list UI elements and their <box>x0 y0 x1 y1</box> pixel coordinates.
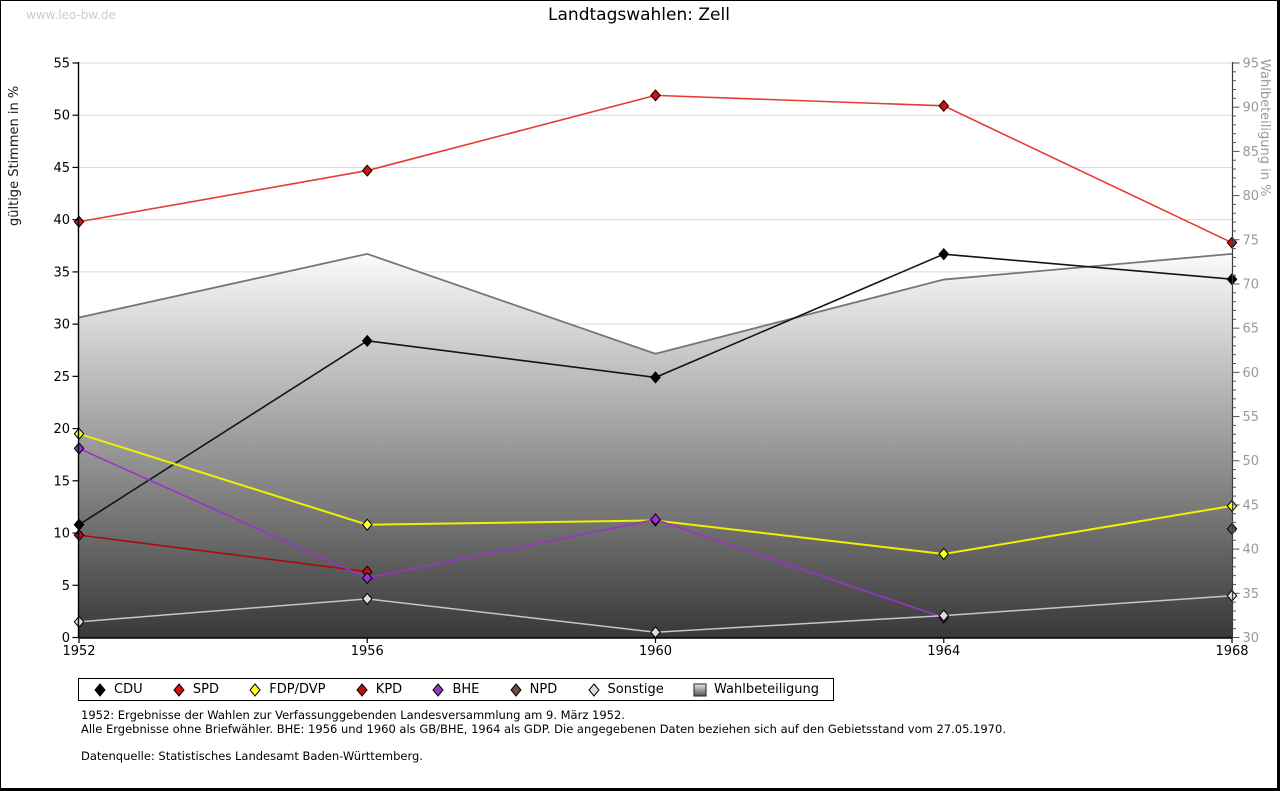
legend-label: FDP/DVP <box>269 682 326 697</box>
data-point <box>650 513 661 526</box>
y-left-tick-label: 30 <box>53 318 70 333</box>
x-tick-label: 1956 <box>351 644 384 659</box>
legend-label: NPD <box>529 682 558 697</box>
data-point <box>938 609 950 622</box>
y-right-tick-label: 70 <box>1243 277 1260 292</box>
wahlbeteiligung-swatch-icon <box>693 683 707 696</box>
y-right-tick-label: 55 <box>1243 410 1260 425</box>
footnotes: 1952: Ergebnisse der Wahlen zur Verfassu… <box>81 708 1006 763</box>
diamond-marker-icon <box>173 682 185 697</box>
y-right-tick-label: 80 <box>1243 189 1260 204</box>
y-left-tick-label: 35 <box>53 265 70 280</box>
diamond-marker-icon <box>587 682 600 697</box>
legend-item-cdu: CDU <box>93 682 143 697</box>
y-left-tick-label: 5 <box>62 579 70 594</box>
data-point <box>361 164 373 177</box>
legend-item-wahlbeteiligung: Wahlbeteiligung <box>693 682 819 697</box>
data-point <box>361 571 373 585</box>
data-point <box>938 99 950 112</box>
legend-item-npd: NPD <box>509 682 558 697</box>
diamond-marker-icon <box>432 682 445 697</box>
series-line <box>78 447 945 619</box>
data-point <box>938 547 950 561</box>
data-point <box>650 371 661 384</box>
x-tick-label: 1968 <box>1215 644 1248 659</box>
y-axis-left-title: gültige Stimmen in % <box>7 85 22 226</box>
legend-item-kpd: KPD <box>355 682 402 697</box>
series-sonstige <box>73 589 1238 639</box>
y-right-tick-label: 85 <box>1243 145 1260 160</box>
footnote-source: Datenquelle: Statistisches Landesamt Bad… <box>81 749 423 763</box>
diamond-marker-icon <box>510 682 522 697</box>
legend-label: BHE <box>452 682 480 697</box>
legend-label: Wahlbeteiligung <box>713 682 819 697</box>
y-left-tick-label: 25 <box>53 370 70 385</box>
series-spd <box>73 89 1238 249</box>
axes: 1952 1956 1960 1964 1968 0 5 10 15 20 25 30 35 40 45 50… <box>53 57 1259 660</box>
x-tick-label: 1952 <box>62 644 95 659</box>
election-chart: 1952 1956 1960 1964 1968 0 5 10 15 20 25 30 35 40 45 50… <box>53 57 1259 660</box>
x-tick-label: 1960 <box>639 644 672 659</box>
y-left-tick-label: 0 <box>62 631 70 646</box>
footnote-line-2: Alle Ergebnisse ohne Briefwähler. BHE: 1… <box>81 722 1006 736</box>
diamond-marker-icon <box>94 682 106 697</box>
legend-label: KPD <box>375 682 403 697</box>
y-left-tick-label: 20 <box>53 422 70 437</box>
series-line <box>78 534 368 573</box>
legend-label: SPD <box>192 682 219 697</box>
legend-label: Sonstige <box>607 682 664 697</box>
legend-item-fdp-dvp: FDP/DVP <box>248 682 326 697</box>
watermark: www.leo-bw.de <box>26 8 116 22</box>
y-right-tick-label: 50 <box>1243 454 1260 469</box>
data-point <box>938 247 950 261</box>
diamond-marker-icon <box>356 682 368 697</box>
y-right-tick-label: 60 <box>1243 366 1260 381</box>
legend: CDU SPD FDP/DVP KPD BHE NPD Sonstige Wahlbeteil… <box>78 678 834 701</box>
y-left-tick-label: 10 <box>53 527 70 542</box>
y-right-tick-label: 90 <box>1243 101 1260 116</box>
data-point <box>361 334 373 348</box>
diamond-marker-icon <box>249 682 261 697</box>
data-point <box>650 89 661 102</box>
y-left-tick-label: 40 <box>53 213 70 228</box>
wahlbeteiligung-area <box>79 253 1232 638</box>
y-right-tick-label: 75 <box>1243 233 1260 248</box>
legend-item-sonstige: Sonstige <box>587 682 664 697</box>
y-right-tick-label: 65 <box>1243 322 1260 337</box>
data-point <box>361 592 373 606</box>
y-left-tick-label: 50 <box>53 109 70 124</box>
page-title: Landtagswahlen: Zell <box>548 5 730 25</box>
legend-item-spd: SPD <box>172 682 219 697</box>
y-right-tick-label: 45 <box>1243 498 1260 513</box>
series-line <box>78 94 1233 244</box>
x-tick-label: 1964 <box>927 644 960 659</box>
y-left-tick-label: 55 <box>53 57 70 72</box>
wahlbeteiligung-boundary <box>78 252 1233 355</box>
y-right-tick-label: 95 <box>1243 57 1260 72</box>
y-axis-right-title: Wahlbeteiligung in % <box>1257 59 1272 197</box>
series-area-wahlbeteiligung <box>78 252 1233 638</box>
y-right-tick-label: 35 <box>1243 587 1260 602</box>
legend-item-bhe: BHE <box>431 682 479 697</box>
y-left-tick-label: 45 <box>53 161 70 176</box>
legend-label: CDU <box>114 682 143 697</box>
y-right-tick-label: 40 <box>1243 543 1260 558</box>
data-point <box>361 518 373 531</box>
y-left-tick-label: 15 <box>53 474 70 489</box>
y-right-tick-label: 30 <box>1243 631 1260 646</box>
footnote-line-1: 1952: Ergebnisse der Wahlen zur Verfassu… <box>81 708 625 722</box>
